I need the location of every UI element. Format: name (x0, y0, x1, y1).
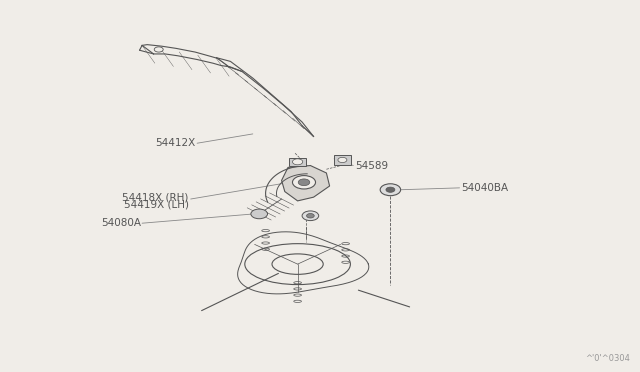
Text: 54589: 54589 (355, 161, 388, 170)
Circle shape (307, 214, 314, 218)
FancyBboxPatch shape (334, 155, 351, 165)
Polygon shape (282, 166, 330, 201)
Circle shape (298, 179, 310, 186)
Text: 54040BA: 54040BA (461, 183, 508, 193)
Text: 54419X (LH): 54419X (LH) (124, 200, 189, 209)
Circle shape (338, 157, 347, 163)
Text: 54080A: 54080A (101, 218, 141, 228)
FancyBboxPatch shape (289, 158, 306, 166)
Circle shape (302, 211, 319, 221)
Circle shape (380, 184, 401, 196)
Circle shape (154, 47, 163, 52)
Text: ^'0'^0304: ^'0'^0304 (586, 354, 630, 363)
Circle shape (292, 159, 303, 165)
Circle shape (386, 187, 395, 192)
Circle shape (251, 209, 268, 219)
Text: 54412X: 54412X (155, 138, 195, 148)
Text: 54418X (RH): 54418X (RH) (122, 192, 189, 202)
Circle shape (292, 176, 316, 189)
